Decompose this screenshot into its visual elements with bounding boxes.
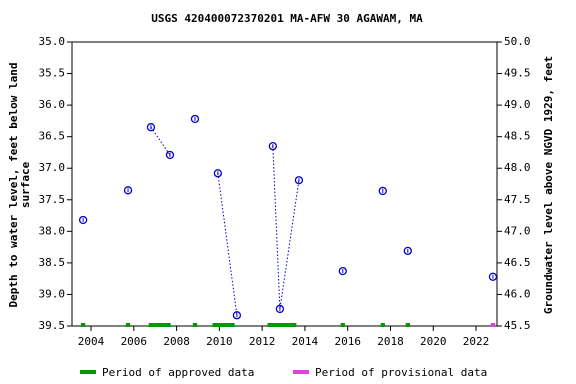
legend-label: Period of approved data — [102, 366, 254, 379]
y2-tick-label: 48.5 — [504, 130, 531, 143]
y2-axis-label: Groundwater level above NGVD 1929, feet — [542, 56, 555, 314]
period-bar — [267, 323, 297, 327]
y2-tick-label: 49.5 — [504, 67, 531, 80]
data-point — [338, 266, 347, 276]
y-tick-label: 35.5 — [39, 67, 66, 80]
data-point — [78, 215, 88, 225]
y-tick-label: 37.0 — [39, 161, 66, 174]
y2-tick-label: 45.5 — [504, 319, 531, 332]
period-bar — [148, 323, 171, 327]
data-point — [294, 176, 304, 185]
y-tick-label: 36.0 — [39, 98, 66, 111]
legend-label: Period of provisional data — [315, 366, 487, 379]
data-point — [190, 114, 200, 124]
data-point — [275, 304, 285, 314]
data-point — [146, 123, 156, 132]
data-line — [151, 127, 493, 315]
x-tick-label: 2020 — [420, 335, 447, 348]
data-point — [232, 311, 242, 320]
y-tick-label: 36.5 — [39, 130, 66, 143]
period-bar — [340, 323, 345, 327]
plot-frame — [71, 41, 498, 327]
period-bar — [125, 323, 131, 327]
y-tick-label: 39.5 — [39, 319, 66, 332]
period-bar — [192, 323, 198, 327]
data-point — [123, 186, 133, 195]
y-axis-label: Depth to water level, feet below land — [7, 62, 20, 307]
y-tick-label: 38.0 — [39, 224, 66, 237]
period-bar — [405, 323, 410, 327]
x-tick-label: 2004 — [78, 335, 105, 348]
y2-tick-label: 46.5 — [504, 256, 531, 269]
y-tick-label: 35.0 — [39, 35, 66, 48]
period-bar — [380, 323, 385, 327]
data-point — [165, 150, 175, 160]
y-tick-label: 38.5 — [39, 256, 66, 269]
x-tick-label: 2016 — [334, 335, 361, 348]
period-bar — [80, 323, 86, 327]
period-bar — [490, 323, 496, 327]
y-tick-label: 39.0 — [39, 287, 66, 300]
x-tick-label: 2018 — [377, 335, 404, 348]
data-point — [268, 141, 277, 151]
data-point — [403, 246, 412, 256]
y2-tick-label: 47.5 — [504, 193, 531, 206]
chart-title: USGS 420400072370201 MA-AFW 30 AGAWAM, M… — [151, 12, 423, 25]
x-tick-label: 2010 — [206, 335, 233, 348]
y-tick-label: 37.5 — [39, 193, 66, 206]
y2-tick-label: 50.0 — [504, 35, 531, 48]
y2-tick-label: 47.0 — [504, 224, 531, 237]
x-tick-label: 2014 — [292, 335, 319, 348]
x-tick-label: 2012 — [249, 335, 276, 348]
y2-tick-label: 48.0 — [504, 161, 531, 174]
data-point — [378, 186, 387, 196]
x-tick-label: 2008 — [163, 335, 190, 348]
y-axis-label: surface — [19, 161, 32, 208]
y2-tick-label: 46.0 — [504, 287, 531, 300]
y2-tick-label: 49.0 — [504, 98, 531, 111]
x-tick-label: 2022 — [463, 335, 490, 348]
x-tick-label: 2006 — [121, 335, 148, 348]
data-point — [213, 169, 223, 178]
data-point — [488, 272, 498, 281]
period-bar — [212, 323, 235, 327]
